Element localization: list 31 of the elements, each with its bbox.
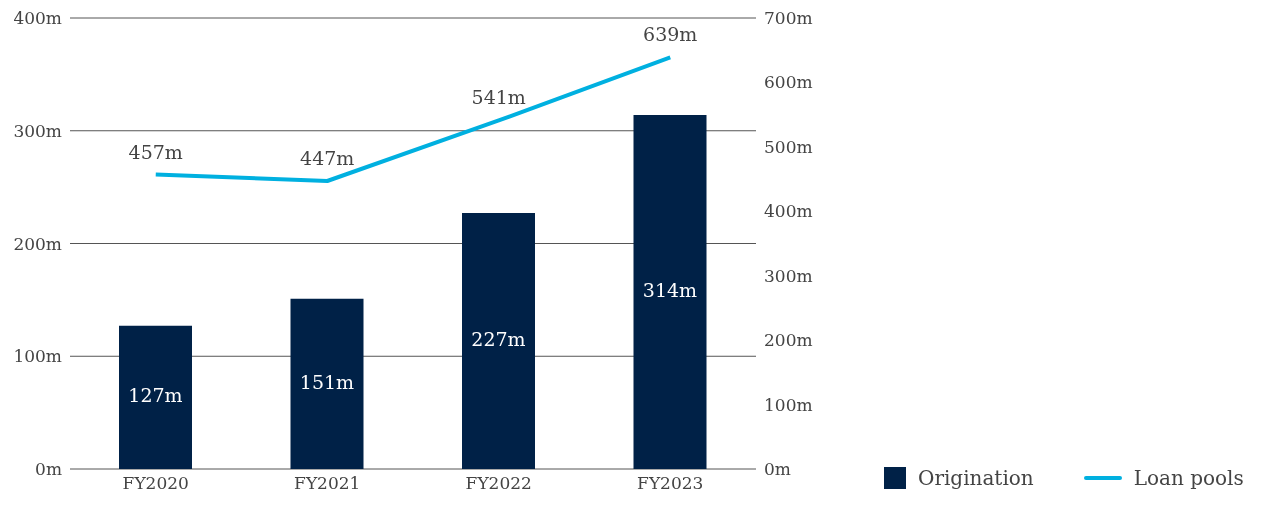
data-label: 151m	[299, 370, 355, 393]
y-tick-label: 0m	[35, 459, 62, 480]
legend-label: Loan pools	[1133, 466, 1244, 490]
data-label: 227m	[471, 328, 526, 351]
data-label: 127m	[128, 384, 183, 407]
y2-tick-label: 300m	[764, 265, 813, 286]
y2-tick-label: 0m	[764, 459, 791, 480]
x-tick-label: FY2023	[637, 473, 704, 494]
y2-tick-label: 400m	[764, 201, 813, 222]
legend-label: Origination	[918, 466, 1034, 490]
data-label: 639m	[643, 23, 698, 46]
y2-tick-label: 500m	[764, 136, 813, 157]
bar	[290, 298, 364, 469]
y2-tick-label: 600m	[764, 72, 813, 93]
data-label: 314m	[642, 278, 698, 301]
y-tick-label: 400m	[13, 8, 62, 29]
bar	[119, 325, 192, 469]
x-tick-label: FY2021	[294, 473, 361, 494]
y2-tick-label: 100m	[764, 394, 813, 415]
x-tick-label: FY2020	[122, 473, 189, 494]
y-tick-label: 100m	[13, 346, 62, 367]
bar	[462, 213, 535, 469]
y2-tick-label: 700m	[764, 8, 813, 29]
x-tick-label: FY2022	[465, 473, 532, 494]
y2-tick-label: 200m	[764, 330, 813, 351]
y-tick-label: 200m	[13, 233, 62, 254]
data-label: 457m	[128, 140, 183, 163]
data-label: 541m	[471, 86, 526, 109]
y-tick-label: 300m	[13, 120, 62, 141]
data-label: 447m	[300, 147, 355, 169]
bar	[633, 114, 707, 469]
